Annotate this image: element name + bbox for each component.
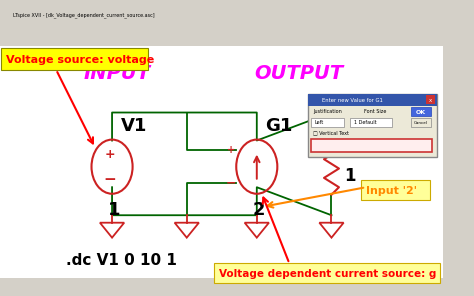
Text: OK: OK [416,110,426,115]
FancyBboxPatch shape [0,278,443,286]
FancyBboxPatch shape [0,30,443,46]
Text: Voltage dependent current source: g: Voltage dependent current source: g [219,269,436,279]
Text: Justification: Justification [313,109,342,114]
Text: G1: G1 [265,117,293,135]
FancyBboxPatch shape [1,48,147,70]
Text: 1: 1 [345,167,356,185]
Text: Left: Left [315,120,324,125]
Text: 1: 1 [108,201,120,219]
Text: V1: V1 [121,117,148,135]
Text: Input '2': Input '2' [366,186,417,196]
FancyBboxPatch shape [308,94,437,106]
Text: □ Vertical Text: □ Vertical Text [313,131,349,136]
Text: OUTPUT: OUTPUT [254,64,343,83]
Text: 2: 2 [253,201,265,219]
Text: −: − [104,172,117,187]
FancyBboxPatch shape [411,118,431,126]
Text: Voltage source: voltage: Voltage source: voltage [6,55,154,65]
FancyBboxPatch shape [0,46,443,278]
Text: x: x [429,98,432,103]
Text: LTspice XVII - [dk_Voltage_dependent_current_source.asc]: LTspice XVII - [dk_Voltage_dependent_cur… [13,12,155,18]
Text: Font Size: Font Size [364,109,387,114]
FancyBboxPatch shape [350,118,392,126]
Text: +: + [105,148,116,161]
Text: Enter new Value for G1: Enter new Value for G1 [322,98,383,103]
FancyBboxPatch shape [426,95,435,104]
FancyBboxPatch shape [311,139,432,152]
Text: 1 Default: 1 Default [354,120,376,125]
FancyBboxPatch shape [361,180,430,200]
Text: INPUT: INPUT [83,64,150,83]
Text: .dc V1 0 10 1: .dc V1 0 10 1 [66,252,177,268]
Text: R1: R1 [338,131,362,149]
FancyBboxPatch shape [0,10,443,21]
Text: Cancel: Cancel [414,121,428,125]
FancyBboxPatch shape [308,94,437,157]
FancyBboxPatch shape [311,118,344,126]
FancyBboxPatch shape [0,21,443,30]
FancyBboxPatch shape [214,263,440,283]
Text: +: + [227,145,235,155]
Text: −: − [226,177,236,190]
FancyBboxPatch shape [411,107,431,116]
